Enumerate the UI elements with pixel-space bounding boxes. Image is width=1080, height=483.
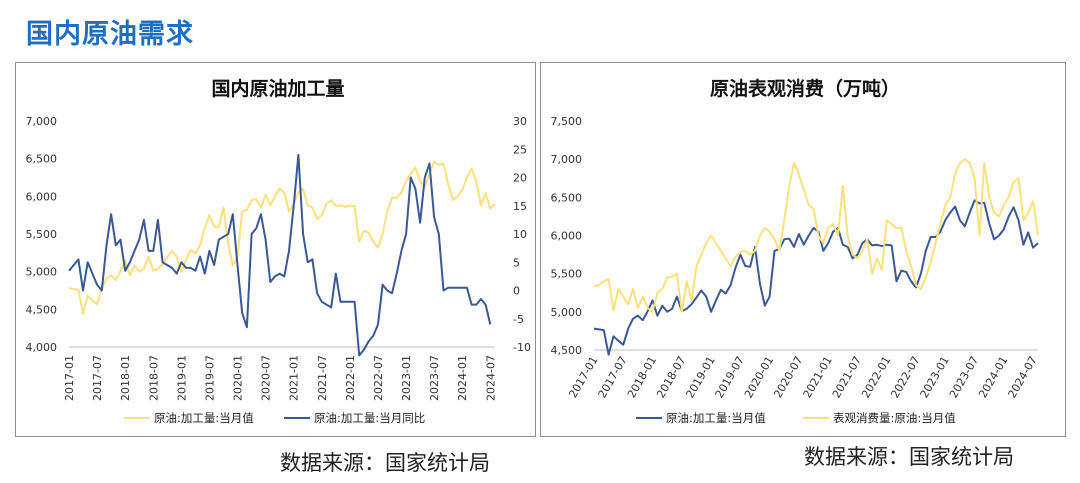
y2-tick-label: 25 [513, 143, 527, 156]
y2-tick-label: 30 [513, 115, 527, 128]
y-tick-label: 5,500 [551, 268, 583, 281]
chart-title: 国内原油加工量 [211, 77, 344, 100]
y2-tick-label: 15 [513, 200, 527, 213]
x-tick-label: 2024-07 [484, 355, 497, 401]
x-tick-label: 2020-07 [260, 355, 273, 401]
source-note-right: 数据来源：国家统计局 [804, 445, 1014, 469]
x-tick-label: 2019-01 [175, 355, 188, 401]
series-line-2 [593, 158, 1039, 313]
y-tick-label: 6,000 [26, 190, 58, 203]
y-tick-label: 6,000 [551, 230, 583, 243]
y2-tick-label: 5 [513, 256, 520, 269]
y2-tick-label: 10 [513, 228, 527, 241]
chart-panel-processing: 国内原油加工量 4,000 4,500 5,000 5,500 6,000 6,500 7,0… [15, 62, 536, 437]
x-tick-label: 2022-01 [344, 355, 357, 401]
x-tick-label: 2018-01 [119, 355, 132, 401]
y-tick-label: 5,500 [26, 228, 58, 241]
y-tick-label: 4,500 [551, 344, 583, 357]
y-tick-label: 5,000 [551, 306, 583, 319]
y2-tick-label: -10 [513, 341, 531, 354]
x-tick-label: 2022-07 [372, 355, 385, 401]
x-tick-label: 2023-01 [400, 355, 413, 401]
source-note-left: 数据来源：国家统计局 [280, 451, 490, 475]
x-tick-label: 2023-07 [428, 355, 441, 401]
y2-tick-label: 20 [513, 172, 527, 185]
legend-label-2: 原油:加工量:当月同比 [314, 411, 425, 425]
legend-label-1: 原油:加工量:当月值 [666, 411, 766, 425]
x-tick-label: 2020-01 [232, 355, 245, 401]
y-tick-label: 4,500 [26, 303, 58, 316]
series-line-2 [68, 153, 492, 357]
y-tick-label: 6,500 [551, 191, 583, 204]
page-title: 国内原油需求 [26, 19, 194, 50]
y-tick-label: 4,000 [26, 341, 58, 354]
y2-tick-label: 0 [513, 285, 520, 298]
x-tick-label: 2018-07 [147, 355, 160, 401]
chart-title: 原油表观消费（万吨） [710, 77, 900, 100]
y-tick-label: 7,500 [551, 115, 583, 128]
y2-tick-label: -5 [513, 313, 524, 326]
x-tick-label: 2019-07 [203, 355, 216, 401]
chart-panel-consumption: 原油表观消费（万吨） 4,500 5,000 5,500 6,000 6,500 7,000… [540, 62, 1066, 437]
y-tick-label: 5,000 [26, 266, 58, 279]
legend-label-1: 原油:加工量:当月值 [154, 411, 254, 425]
x-tick-label: 2024-01 [456, 355, 469, 401]
series-line-1 [593, 199, 1039, 356]
legend-label-2: 表观消费量:原油:当月值 [833, 411, 956, 425]
x-tick-label: 2021-01 [288, 355, 301, 401]
x-tick-label: 2024-07 [1005, 354, 1039, 400]
x-tick-label: 2017-01 [63, 355, 76, 401]
x-tick-label: 2017-07 [91, 355, 104, 401]
x-tick-label: 2021-07 [316, 355, 329, 401]
processing-volume-chart: 国内原油加工量 4,000 4,500 5,000 5,500 6,000 6,500 7,0… [26, 77, 531, 425]
apparent-consumption-chart: 原油表观消费（万吨） 4,500 5,000 5,500 6,000 6,500 7,000… [551, 77, 1040, 425]
y-tick-label: 7,000 [551, 153, 583, 166]
y-tick-label: 6,500 [26, 153, 58, 166]
y-tick-label: 7,000 [26, 115, 58, 128]
